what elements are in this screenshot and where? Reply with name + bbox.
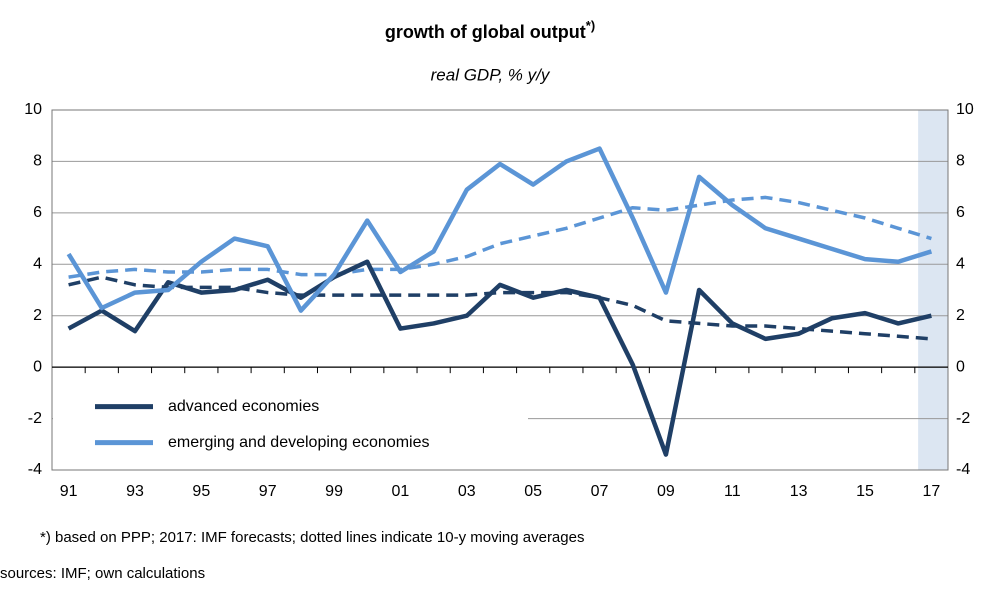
y-tick-label: 6 [33, 204, 42, 221]
y2-tick-label: 6 [956, 204, 965, 221]
footnote: *) based on PPP; 2017: IMF forecasts; do… [40, 529, 584, 546]
y2-tick-label: 10 [956, 101, 974, 118]
y-tick-label: -2 [28, 410, 42, 427]
source: sources: IMF; own calculations [0, 565, 205, 582]
legend-box [53, 382, 528, 463]
chart-subtitle: real GDP, % y/y [431, 65, 551, 84]
x-tick-label: 99 [325, 483, 343, 500]
x-tick-label: 17 [923, 483, 941, 500]
moving-average-line [68, 275, 932, 341]
y-tick-label: 4 [33, 256, 42, 273]
x-tick-label: 97 [259, 483, 277, 500]
legend-label: advanced economies [168, 398, 319, 415]
legend-label: emerging and developing economies [168, 434, 430, 451]
y2-tick-label: -2 [956, 410, 970, 427]
x-tick-label: 91 [60, 483, 78, 500]
x-tick-label: 15 [856, 483, 874, 500]
x-tick-label: 09 [657, 483, 675, 500]
title-mark: *) [586, 18, 595, 33]
y2-tick-label: -4 [956, 461, 970, 478]
y2-tick-label: 2 [956, 307, 965, 324]
moving-average-line [68, 195, 932, 279]
x-tick-label: 05 [524, 483, 542, 500]
x-tick-label: 95 [192, 483, 210, 500]
series-line [67, 259, 932, 457]
y2-tick-label: 0 [956, 358, 965, 375]
y-tick-label: -4 [28, 461, 42, 478]
y-tick-label: 8 [33, 153, 42, 170]
y-tick-label: 0 [33, 358, 42, 375]
y-tick-label: 2 [33, 307, 42, 324]
forecast-shade [918, 110, 948, 470]
chart-title: growth of global output*) [385, 18, 595, 41]
y2-tick-label: 8 [956, 153, 965, 170]
x-tick-label: 07 [591, 483, 609, 500]
y-tick-label: 10 [24, 101, 42, 118]
x-tick-label: 01 [392, 483, 410, 500]
series-line [66, 146, 933, 313]
y2-tick-label: 4 [956, 256, 965, 273]
plot-frame [51, 109, 949, 471]
title-text: growth of global output [385, 22, 586, 42]
x-tick-label: 11 [724, 483, 741, 500]
x-tick-label: 03 [458, 483, 476, 500]
x-tick-label: 13 [790, 483, 808, 500]
x-tick-label: 93 [126, 483, 144, 500]
